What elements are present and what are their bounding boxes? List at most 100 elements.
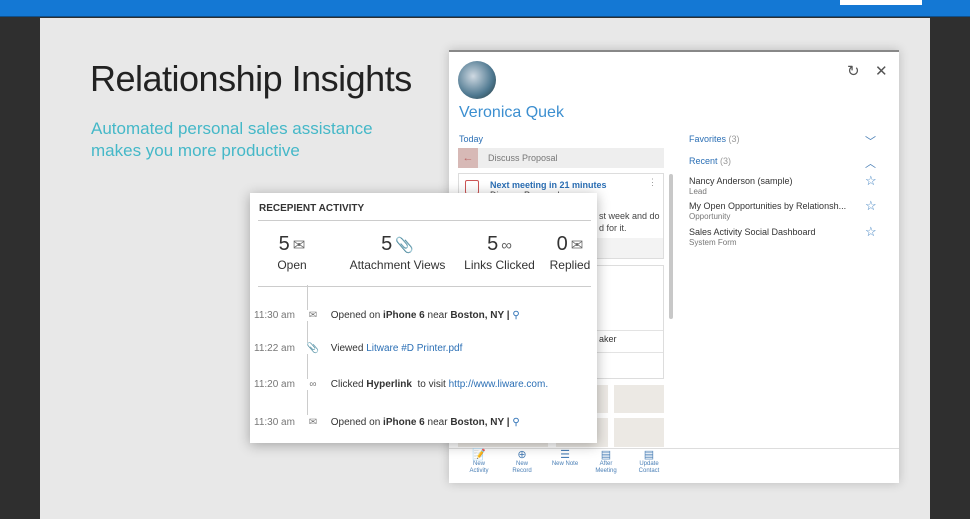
attachment-link[interactable]: Litware #D Printer.pdf xyxy=(366,343,463,354)
contact-name[interactable]: Veronica Quek xyxy=(459,104,564,121)
slide-subtitle: Automated personal sales assistance makes… xyxy=(91,118,373,162)
action-label: Update xyxy=(639,461,659,467)
action-label: After xyxy=(599,461,613,467)
recent-item-type: System Form xyxy=(689,238,737,247)
location-pin-icon[interactable]: ⚲ xyxy=(512,310,520,321)
stat-value: 5 xyxy=(381,233,393,255)
url-link[interactable]: http://www.liware.com. xyxy=(448,379,549,390)
stat-label: Attachment Views xyxy=(349,258,446,272)
recent-item[interactable]: Sales Activity Social Dashboard System Fo… xyxy=(689,227,816,247)
stat-label: Replied xyxy=(549,258,591,272)
timeline-event: 11:30 am ✉ Opened on iPhone 6 near Boston… xyxy=(254,310,520,321)
event-text: Clicked xyxy=(330,379,367,390)
new-activity-button[interactable]: 📝 New Activity xyxy=(459,449,499,475)
action-label: New xyxy=(515,461,528,467)
stat-value: 0 xyxy=(556,233,568,255)
action-label: Meeting xyxy=(595,468,617,474)
event-device: iPhone 6 xyxy=(383,417,425,428)
recent-item-title: Nancy Anderson (sample) xyxy=(689,176,793,186)
discuss-title: Discuss Proposal xyxy=(488,153,558,163)
event-hyperlink: Hyperlink xyxy=(366,379,412,390)
favorites-count: (3) xyxy=(728,134,740,144)
action-bar: 📝 New Activity ⊕ New Record ☰ New Note ▤ After… xyxy=(449,448,899,483)
action-label: Contact xyxy=(638,468,660,474)
recent-item-title: Sales Activity Social Dashboard xyxy=(689,227,816,237)
divider xyxy=(258,286,591,287)
meeting-body-line: d for it. xyxy=(599,223,627,233)
stat-value: 5 xyxy=(487,233,499,255)
stat-replied: 0 ✉ Replied xyxy=(547,233,593,272)
event-text: to visit xyxy=(411,379,449,390)
calendar-icon xyxy=(465,180,479,194)
subtitle-line: Automated personal sales assistance xyxy=(91,119,373,138)
event-text: near xyxy=(424,310,451,321)
action-label: New xyxy=(472,461,485,467)
plus-circle-icon: ⊕ xyxy=(517,449,527,461)
after-meeting-button[interactable]: ▤ After Meeting xyxy=(586,449,626,475)
subtitle-line: makes you more productive xyxy=(91,141,300,160)
favorites-label: Favorites xyxy=(689,134,727,144)
refresh-icon[interactable]: ↻ xyxy=(847,63,860,80)
link-icon: ∞ xyxy=(501,237,512,254)
timeline-event: 11:22 am 📎 Viewed Litware #D Printer.pdf xyxy=(254,343,462,354)
location-pin-icon[interactable]: ⚲ xyxy=(512,417,520,428)
close-icon[interactable]: ✕ xyxy=(875,63,888,80)
recent-item[interactable]: Nancy Anderson (sample) Lead xyxy=(689,176,793,196)
event-time: 11:22 am xyxy=(254,343,295,354)
event-text: Opened on xyxy=(330,310,384,321)
new-record-button[interactable]: ⊕ New Record xyxy=(502,449,542,475)
event-text: Opened on xyxy=(330,417,384,428)
new-note-button[interactable]: ☰ New Note xyxy=(545,449,585,468)
recipient-activity-popup: RECEPIENT ACTIVITY 5 ✉ Open 5 📎 Attachment V… xyxy=(250,193,597,443)
chevron-up-icon[interactable]: ︿ xyxy=(865,158,876,170)
chevron-down-icon[interactable]: ﹀ xyxy=(865,136,876,148)
recent-header[interactable]: Recent (3) xyxy=(689,156,731,166)
popup-header: RECEPIENT ACTIVITY xyxy=(259,203,365,214)
info-text: aker xyxy=(599,334,617,344)
envelope-reply-icon: ✉ xyxy=(570,237,584,254)
note-icon: ☰ xyxy=(560,449,570,461)
star-icon[interactable]: ☆ xyxy=(865,224,877,239)
slide-title: Relationship Insights xyxy=(90,58,412,99)
event-time: 11:30 am xyxy=(254,417,295,428)
clipboard-icon: ▤ xyxy=(643,449,655,461)
meeting-body: st week and do d for it. xyxy=(599,210,660,234)
event-location: Boston, NY | xyxy=(450,310,510,321)
meeting-heading[interactable]: Next meeting in 21 minutes xyxy=(490,180,607,190)
action-label: Activity xyxy=(469,468,489,474)
event-text: Viewed xyxy=(330,343,367,354)
recent-item-type: Lead xyxy=(689,187,707,196)
top-bar xyxy=(0,0,970,17)
favorites-header[interactable]: Favorites (3) xyxy=(689,134,740,144)
recent-item[interactable]: My Open Opportunities by Relationsh... Op… xyxy=(689,201,846,221)
back-arrow-icon[interactable]: ← xyxy=(458,148,478,168)
stat-open: 5 ✉ Open xyxy=(262,233,322,272)
event-text: near xyxy=(424,417,451,428)
action-label: New Note xyxy=(551,461,579,467)
paperclip-icon: 📎 xyxy=(395,237,414,254)
avatar[interactable] xyxy=(458,61,496,99)
stat-attachment-views: 5 📎 Attachment Views xyxy=(345,233,450,272)
recent-item-title: My Open Opportunities by Relationsh... xyxy=(689,201,847,211)
timeline-event: 11:30 am ✉ Opened on iPhone 6 near Boston… xyxy=(254,417,520,428)
event-time: 11:30 am xyxy=(254,310,295,321)
more-icon[interactable]: ⋮ xyxy=(648,177,657,187)
star-icon[interactable]: ☆ xyxy=(865,198,877,213)
timeline-event: 11:20 am ∞ Clicked Hyperlink to visit htt… xyxy=(254,379,548,390)
stat-value: 5 xyxy=(278,233,290,255)
update-contact-button[interactable]: ▤ Update Contact xyxy=(629,449,669,475)
clipboard-edit-icon: 📝 xyxy=(472,449,486,461)
star-icon[interactable]: ☆ xyxy=(865,173,877,188)
paperclip-icon: 📎 xyxy=(298,343,328,354)
envelope-open-icon: ✉ xyxy=(298,310,328,321)
recent-label: Recent xyxy=(689,156,718,166)
scrollbar[interactable] xyxy=(669,174,673,319)
top-bar-box[interactable] xyxy=(840,0,922,5)
divider xyxy=(258,220,591,221)
clipboard-icon: ▤ xyxy=(600,449,612,461)
discuss-bar[interactable]: ← Discuss Proposal xyxy=(458,148,664,168)
meeting-body-line: st week and do xyxy=(599,211,660,221)
stat-links-clicked: 5 ∞ Links Clicked xyxy=(462,233,537,272)
event-time: 11:20 am xyxy=(254,379,295,390)
link-icon: ∞ xyxy=(298,379,328,390)
